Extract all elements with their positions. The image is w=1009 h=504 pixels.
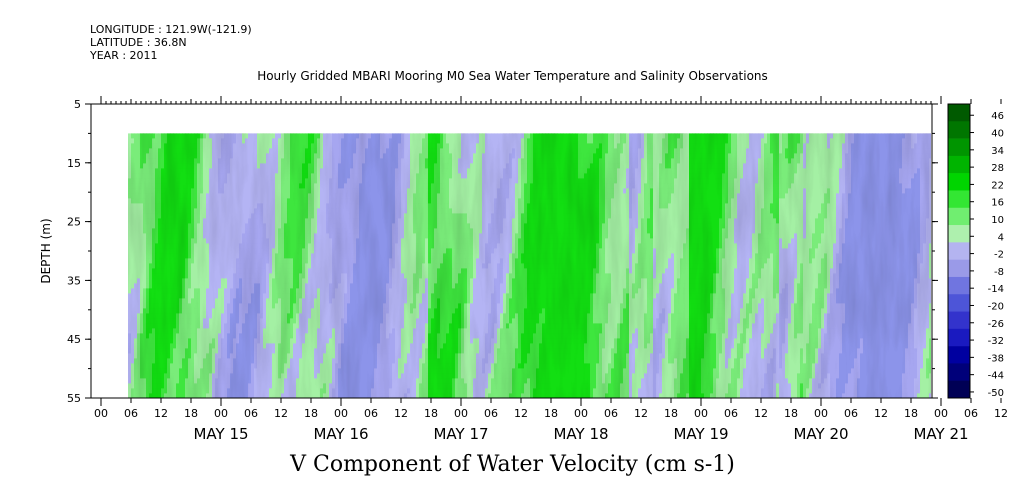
x-axis-title: V Component of Water Velocity (cm s-1): [290, 452, 735, 477]
latitude-text: LATITUDE : 36.8N: [90, 36, 187, 49]
year-text: YEAR : 2011: [90, 49, 158, 62]
longitude-text: LONGITUDE : 121.9W(-121.9): [90, 23, 252, 36]
chart-title: Hourly Gridded MBARI Mooring M0 Sea Wate…: [257, 69, 768, 83]
